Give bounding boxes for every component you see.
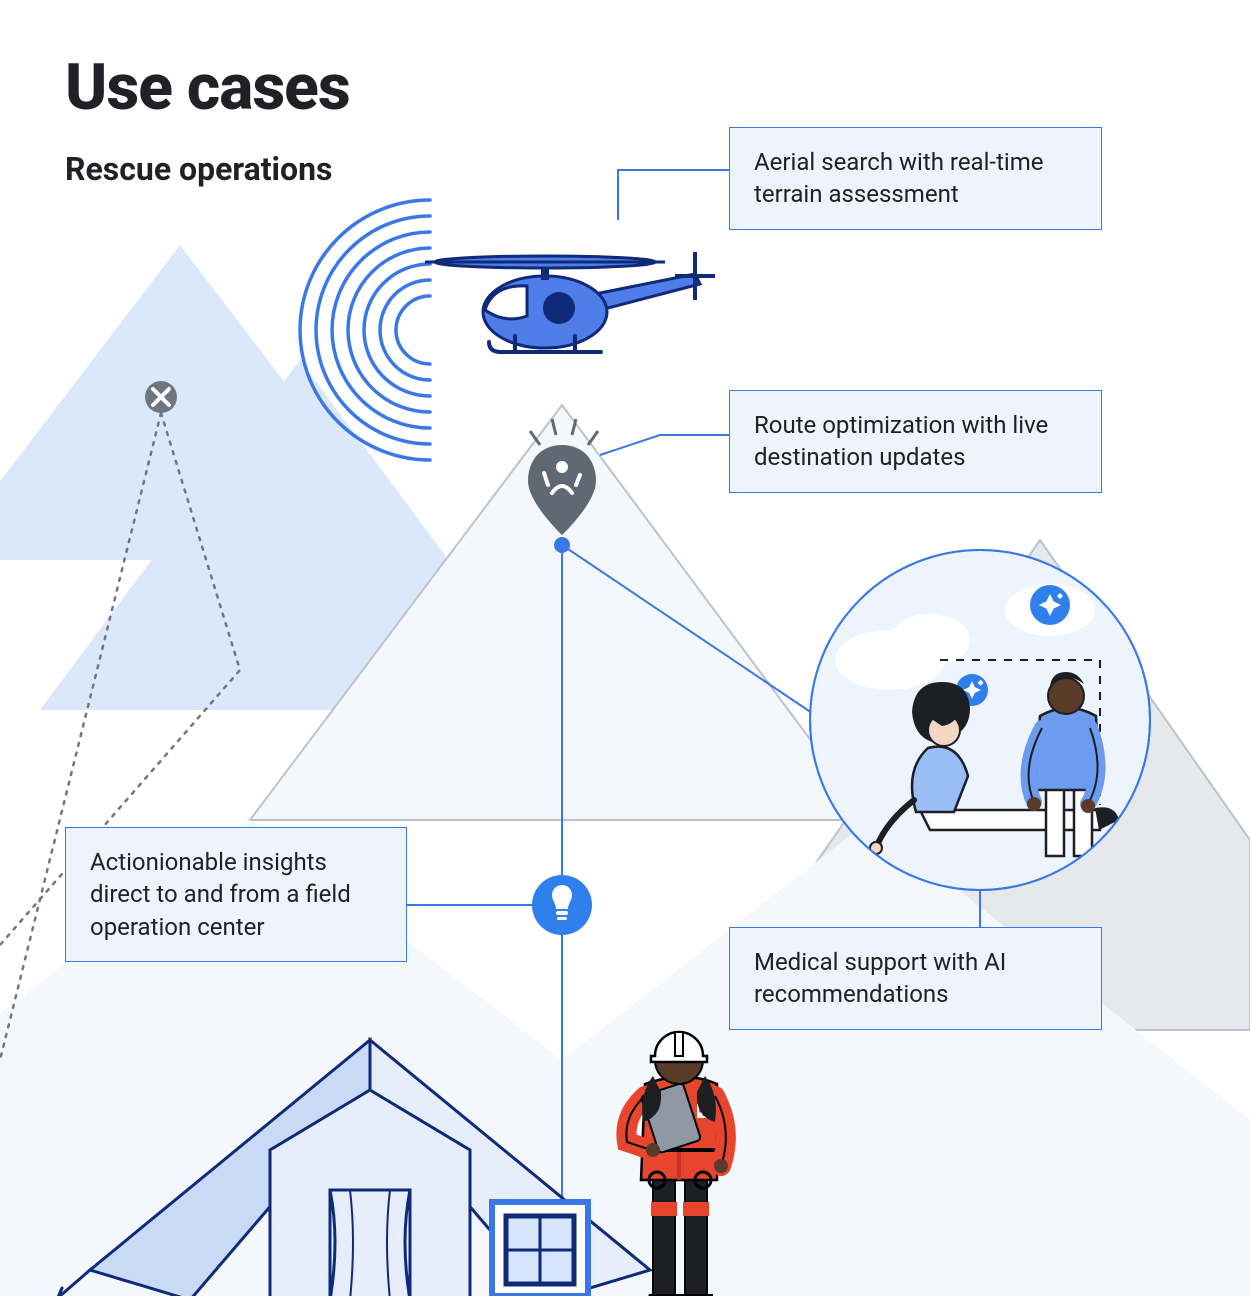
callout-route: Route optimization with live destination… [729,390,1102,493]
page-subtitle: Rescue operations [65,150,332,188]
callout-insights: Actionionable insights direct to and fro… [65,827,407,962]
page-title: Use cases [65,50,350,125]
infographic-stage: Use cases Rescue operations Aerial searc… [0,0,1250,1296]
callout-aerial: Aerial search with real-time terrain ass… [729,127,1102,230]
callout-medical: Medical support with AI recommendations [729,927,1102,1030]
